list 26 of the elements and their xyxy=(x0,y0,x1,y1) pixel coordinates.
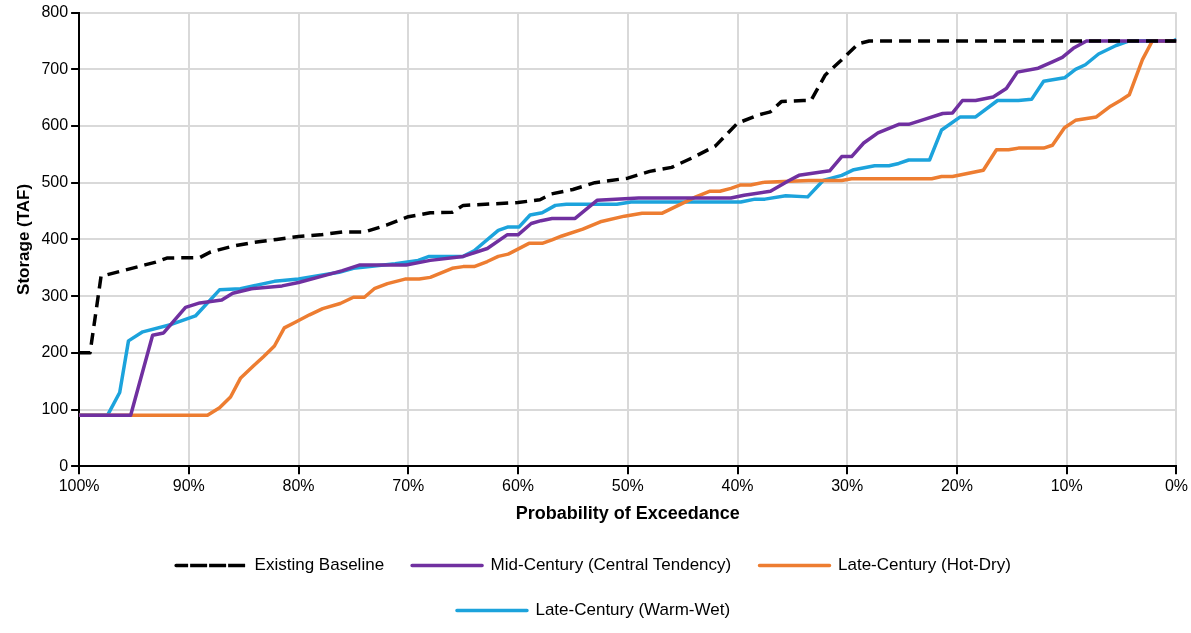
y-tick-label: 700 xyxy=(41,59,69,77)
x-tick-label: 100% xyxy=(58,477,100,495)
y-tick-label: 500 xyxy=(41,173,69,191)
legend-label: Late-Century (Warm-Wet) xyxy=(535,600,731,620)
y-tick-label: 0 xyxy=(59,456,69,474)
legend-label: Existing Baseline xyxy=(254,555,385,575)
x-tick-label: 30% xyxy=(831,477,864,495)
y-tick-label: 200 xyxy=(41,343,69,361)
x-axis-title: Probability of Exceedance xyxy=(515,503,740,524)
y-tick-label: 100 xyxy=(41,399,69,417)
y-tick-label: 400 xyxy=(41,229,69,247)
y-tick-label: 600 xyxy=(41,116,69,134)
x-tick-label: 90% xyxy=(172,477,205,495)
x-tick-label: 60% xyxy=(502,477,535,495)
x-tick-label: 0% xyxy=(1164,477,1188,495)
x-tick-label: 50% xyxy=(611,477,644,495)
x-tick-label: 10% xyxy=(1050,477,1083,495)
y-tick-label: 300 xyxy=(41,286,69,304)
y-axis-title: Storage (TAF) xyxy=(13,183,33,295)
x-tick-label: 70% xyxy=(392,477,425,495)
x-tick-label: 80% xyxy=(282,477,315,495)
y-tick-label: 800 xyxy=(41,3,69,21)
x-tick-label: 20% xyxy=(940,477,973,495)
legend-label: Late-Century (Hot-Dry) xyxy=(838,555,1011,575)
x-tick-label: 40% xyxy=(721,477,754,495)
legend-label: Mid-Century (Central Tendency) xyxy=(490,555,732,575)
